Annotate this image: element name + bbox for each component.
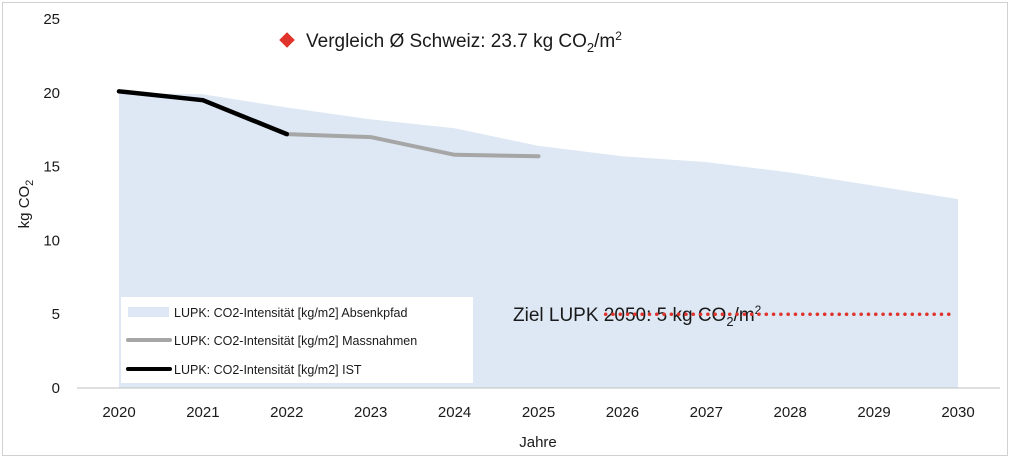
comparison-marker	[279, 32, 295, 48]
comparison-annotation: Vergleich Ø Schweiz: 23.7 kg CO2/m2	[279, 29, 622, 55]
line-series-massnahmen	[284, 132, 541, 159]
legend-label: LUPK: CO2-Intensität [kg/m2] Massnahmen	[174, 334, 417, 348]
x-tick-label: 2025	[522, 404, 555, 421]
x-axis-title: Jahre	[519, 434, 557, 451]
x-tick-label: 2020	[102, 404, 135, 421]
legend-label: LUPK: CO2-Intensität [kg/m2] IST	[174, 363, 362, 377]
x-tick-label: 2021	[186, 404, 219, 421]
y-tick-label: 15	[43, 159, 60, 176]
y-tick-label: 20	[43, 85, 60, 102]
legend-box	[121, 297, 473, 383]
x-tick-label: 2027	[690, 404, 723, 421]
x-tick-label: 2023	[354, 404, 387, 421]
legend: LUPK: CO2-Intensität [kg/m2] Absenkpfad …	[121, 297, 473, 383]
legend-swatch-area	[128, 307, 169, 317]
legend-item-ist: LUPK: CO2-Intensität [kg/m2] IST	[126, 363, 362, 377]
comparison-label: Vergleich Ø Schweiz: 23.7 kg CO2/m2	[306, 29, 622, 55]
y-tick-label: 25	[43, 11, 60, 28]
x-tick-label: 2029	[857, 404, 890, 421]
legend-item-massnahmen: LUPK: CO2-Intensität [kg/m2] Massnahmen	[126, 334, 417, 348]
y-axis-title: kg CO2	[16, 180, 36, 229]
chart-frame	[2, 2, 1008, 456]
line-series-ist	[116, 89, 290, 137]
target-label: Ziel LUPK 2050: 5 kg CO2/m2	[513, 303, 762, 329]
x-tick-label: 2026	[606, 404, 639, 421]
y-tick-label: 0	[52, 380, 60, 397]
y-tick-label: 10	[43, 232, 60, 249]
legend-item-absenkpfad: LUPK: CO2-Intensität [kg/m2] Absenkpfad	[128, 306, 408, 320]
x-tick-label: 2024	[438, 404, 471, 421]
x-tick-label: 2028	[774, 404, 807, 421]
line-layer	[116, 89, 541, 159]
x-tick-label: 2022	[270, 404, 303, 421]
x-tick-label: 2030	[941, 404, 974, 421]
y-tick-label: 5	[52, 306, 60, 323]
legend-label: LUPK: CO2-Intensität [kg/m2] Absenkpfad	[174, 306, 408, 320]
target-annotation: Ziel LUPK 2050: 5 kg CO2/m2	[513, 303, 952, 329]
